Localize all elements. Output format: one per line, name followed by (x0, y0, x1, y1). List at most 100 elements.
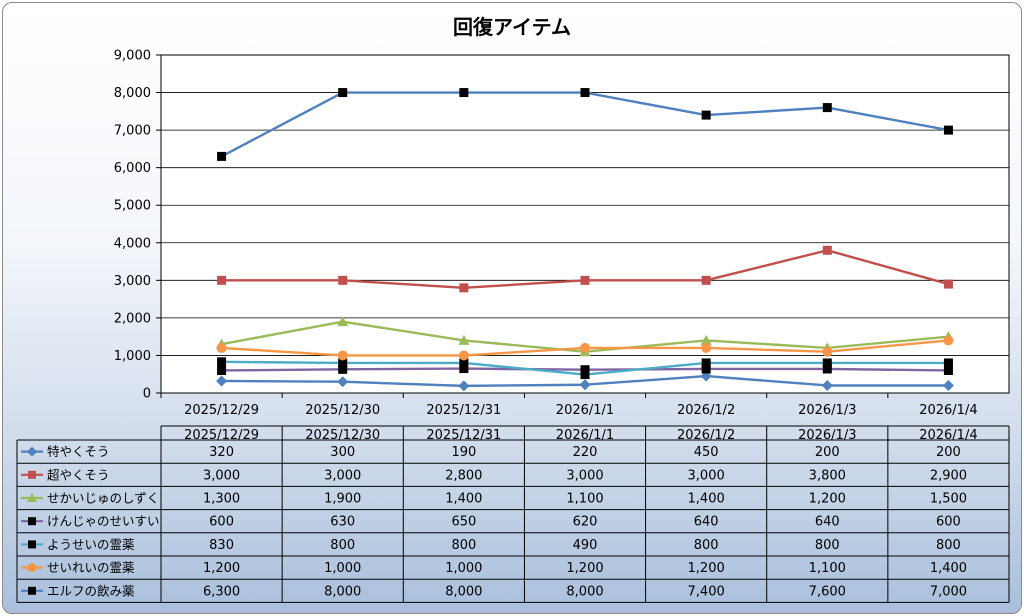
data-point-diamond (27, 446, 37, 457)
legend-label: エルフの飲み薬 (47, 583, 135, 598)
table-cell: 620 (573, 515, 598, 530)
data-point-square (580, 275, 590, 285)
table-cell: 3,000 (566, 468, 603, 483)
data-point-square (217, 275, 227, 285)
data-point-square (701, 275, 711, 285)
legend-label: ようせいの霊薬 (47, 537, 135, 552)
table-header-cell: 2026/1/2 (677, 428, 735, 443)
data-point-square (217, 365, 227, 375)
legend-label: せかいじゅのしずく (47, 491, 159, 506)
table-cell: 640 (694, 515, 719, 530)
series-7 (217, 88, 953, 161)
data-point-diamond (337, 376, 349, 388)
data-point-square (822, 364, 832, 374)
table-cell: 3,800 (809, 468, 846, 483)
y-tick-label: 2,000 (114, 311, 151, 326)
y-tick-label: 1,000 (114, 349, 151, 364)
data-point-triangle (27, 493, 37, 502)
data-point-square (943, 358, 953, 368)
x-tick-label: 2026/1/1 (556, 403, 614, 418)
table-header-cell: 2026/1/1 (556, 428, 614, 443)
table-cell: 1,100 (566, 492, 603, 507)
table-cell: 190 (451, 445, 476, 460)
series-4 (217, 364, 953, 375)
data-point-square (459, 88, 469, 98)
table-cell: 8,000 (445, 584, 482, 599)
table-cell: 300 (330, 445, 355, 460)
x-tick-label: 2025/12/31 (426, 403, 501, 418)
table-cell: 640 (815, 515, 840, 530)
data-point-square (338, 275, 348, 285)
table-row: けんじゃのせいすい 600 630 650 620 640 640 600 (21, 514, 961, 530)
data-point-square (701, 358, 711, 368)
table-row: 超やくそう 3,000 3,000 2,800 3,000 3,000 3,800 2,900 (21, 467, 967, 483)
y-tick-label: 0 (143, 387, 151, 402)
table-cell: 1,900 (324, 492, 361, 507)
data-point-square (28, 517, 36, 526)
x-tick-label: 2026/1/4 (919, 403, 977, 418)
table-header-cell: 2025/12/29 (184, 428, 259, 443)
table-row: 特やくそう 320 300 190 220 450 200 200 (21, 444, 961, 460)
data-point-square (580, 88, 590, 98)
table-header-cell: 2026/1/4 (919, 428, 977, 443)
data-point-square (822, 103, 832, 113)
series-6 (216, 335, 954, 361)
table-cell: 1,100 (809, 561, 846, 576)
data-point-circle (701, 342, 712, 353)
legend-label: せいれいの霊薬 (47, 560, 135, 575)
data-point-square (701, 110, 711, 120)
legend-label: けんじゃのせいすい (47, 514, 160, 529)
table-cell: 3,000 (203, 468, 240, 483)
table-row: せいれいの霊薬 1,200 1,000 1,000 1,200 1,200 1,100 1,4… (21, 560, 967, 576)
data-point-diamond (216, 375, 228, 387)
table-cell: 800 (694, 538, 719, 553)
table-cell: 320 (209, 445, 234, 460)
data-point-square (943, 279, 953, 289)
y-tick-label: 6,000 (114, 161, 151, 176)
y-tick-label: 8,000 (114, 86, 151, 101)
table-cell: 1,200 (566, 561, 603, 576)
data-point-circle (458, 350, 469, 361)
table-row: ようせいの霊薬 830 800 800 490 800 800 800 (21, 537, 961, 553)
table-cell: 800 (815, 538, 840, 553)
data-point-square (943, 365, 953, 375)
data-point-square (459, 283, 469, 293)
table-cell: 630 (330, 515, 355, 530)
table-cell: 1,400 (930, 561, 967, 576)
y-tick-label: 7,000 (114, 124, 151, 139)
table-cell: 1,000 (445, 561, 482, 576)
table-cell: 7,000 (930, 584, 967, 599)
table-cell: 450 (694, 445, 719, 460)
data-point-circle (27, 563, 37, 573)
table-cell: 6,300 (203, 584, 240, 599)
table-cell: 2,800 (445, 468, 482, 483)
series-lines (216, 88, 954, 392)
data-point-square (459, 364, 469, 374)
data-point-circle (216, 342, 227, 353)
data-point-square (822, 358, 832, 368)
table-cell: 490 (573, 538, 598, 553)
data-point-diamond (458, 380, 470, 392)
data-point-square (28, 586, 36, 595)
data-point-triangle (700, 334, 712, 345)
x-tick-label: 2025/12/29 (184, 403, 259, 418)
table-cell: 200 (936, 445, 961, 460)
data-point-circle (822, 346, 833, 357)
table-cell: 1,400 (445, 492, 482, 507)
table-row: せかいじゅのしずく 1,300 1,900 1,400 1,100 1,400 1,200 1… (21, 491, 967, 507)
data-point-circle (337, 350, 348, 361)
data-point-square (217, 357, 227, 367)
data-point-diamond (579, 379, 591, 391)
y-tick-label: 4,000 (114, 236, 151, 251)
data-point-square (943, 125, 953, 135)
x-tick-label: 2025/12/30 (305, 403, 380, 418)
x-tick-label: 2026/1/2 (677, 403, 735, 418)
table-cell: 7,600 (809, 584, 846, 599)
data-point-square (701, 364, 711, 374)
y-tick-label: 9,000 (114, 49, 151, 64)
chart-title: 回復アイテム (453, 15, 571, 39)
data-point-square (459, 358, 469, 368)
plot-area (160, 54, 1010, 394)
y-tick-label: 5,000 (114, 199, 151, 214)
